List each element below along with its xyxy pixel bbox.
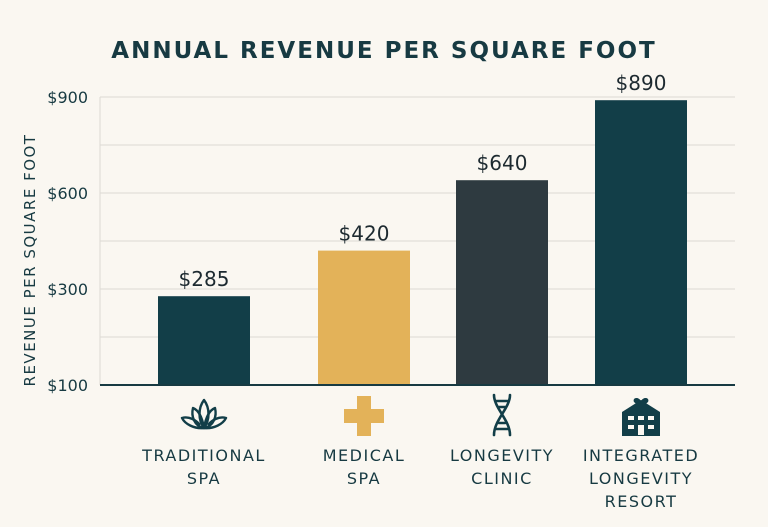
x-tick-label-line: TRADITIONAL <box>142 446 266 465</box>
lotus-icon <box>179 392 229 438</box>
x-tick-label-line: INTEGRATED <box>582 446 700 465</box>
bar <box>456 180 548 385</box>
building-heart-icon <box>616 392 666 438</box>
x-tick-label: TRADITIONAL SPA <box>124 444 284 490</box>
x-tick-label: INTEGRATED LONGEVITY RESORT <box>561 444 721 513</box>
data-label: $890 <box>616 71 667 95</box>
medical-cross-icon <box>339 392 389 438</box>
data-label: $640 <box>477 151 528 175</box>
x-tick-label-line: MEDICAL <box>322 446 406 465</box>
bar <box>158 296 250 385</box>
dna-icon <box>477 392 527 438</box>
y-tick-label: $900 <box>47 88 88 107</box>
chart-title: ANNUAL REVENUE PER SQUARE FOOT <box>111 38 657 64</box>
x-tick-label-line: RESORT <box>604 492 678 511</box>
data-label: $285 <box>179 267 230 291</box>
x-tick-label-line: LONGEVITY <box>588 469 694 488</box>
bar <box>318 250 410 385</box>
x-tick-label-line: LONGEVITY <box>449 446 555 465</box>
x-tick-label-line: SPA <box>346 469 382 488</box>
data-label: $420 <box>339 222 390 246</box>
y-tick-label: $300 <box>47 280 88 299</box>
x-tick-label: LONGEVITY CLINIC <box>422 444 582 490</box>
y-tick-label: $600 <box>47 184 88 203</box>
bar <box>595 100 687 385</box>
x-tick-label-line: CLINIC <box>471 469 533 488</box>
x-tick-label-line: SPA <box>186 469 222 488</box>
x-tick-label: MEDICAL SPA <box>284 444 444 490</box>
y-tick-label: $100 <box>47 376 88 395</box>
